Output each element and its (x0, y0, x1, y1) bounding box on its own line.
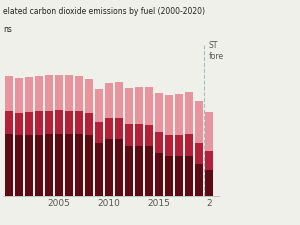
Bar (15, 135, 23, 196)
Bar (75, 134, 83, 196)
Bar (205, 170, 213, 196)
Bar (45, 134, 53, 196)
Bar (205, 112, 213, 151)
Bar (95, 122, 103, 143)
Bar (175, 156, 183, 196)
Bar (135, 124, 143, 146)
Text: elated carbon dioxide emissions by fuel (2000-2020): elated carbon dioxide emissions by fuel … (3, 7, 205, 16)
Bar (95, 89, 103, 122)
Bar (75, 76, 83, 111)
Text: ns: ns (3, 25, 12, 34)
Bar (25, 76, 33, 112)
Bar (65, 111, 73, 134)
Bar (15, 78, 23, 112)
Bar (35, 76, 43, 111)
Bar (155, 153, 163, 196)
Bar (205, 151, 213, 170)
Bar (155, 132, 163, 153)
Bar (65, 134, 73, 196)
Bar (145, 146, 153, 196)
Bar (45, 110, 53, 134)
Bar (45, 75, 53, 110)
Bar (55, 134, 63, 196)
Bar (35, 135, 43, 196)
Bar (115, 118, 123, 139)
Bar (5, 76, 13, 111)
Bar (115, 139, 123, 196)
Bar (85, 113, 93, 135)
Bar (165, 135, 173, 156)
Bar (135, 146, 143, 196)
Bar (55, 110, 63, 134)
Bar (145, 87, 153, 125)
Bar (125, 88, 133, 124)
Bar (195, 101, 203, 143)
Bar (105, 83, 113, 118)
Bar (85, 135, 93, 196)
Bar (125, 146, 133, 196)
Bar (135, 87, 143, 124)
Bar (35, 111, 43, 135)
Bar (105, 139, 113, 196)
Bar (165, 156, 173, 196)
Bar (155, 93, 163, 132)
Bar (185, 134, 193, 156)
Bar (195, 164, 203, 196)
Bar (125, 124, 133, 146)
Bar (55, 74, 63, 110)
Bar (25, 135, 33, 196)
Bar (15, 112, 23, 135)
Bar (75, 111, 83, 134)
Bar (95, 143, 103, 196)
Bar (85, 79, 93, 113)
Bar (25, 112, 33, 135)
Bar (195, 143, 203, 164)
Text: ST
fore: ST fore (208, 40, 224, 61)
Bar (175, 135, 183, 156)
Bar (185, 92, 193, 134)
Bar (5, 111, 13, 134)
Bar (65, 75, 73, 111)
Bar (145, 125, 153, 146)
Bar (5, 134, 13, 196)
Bar (185, 156, 193, 196)
Bar (105, 118, 113, 139)
Bar (115, 82, 123, 118)
Bar (175, 94, 183, 135)
Bar (165, 95, 173, 135)
